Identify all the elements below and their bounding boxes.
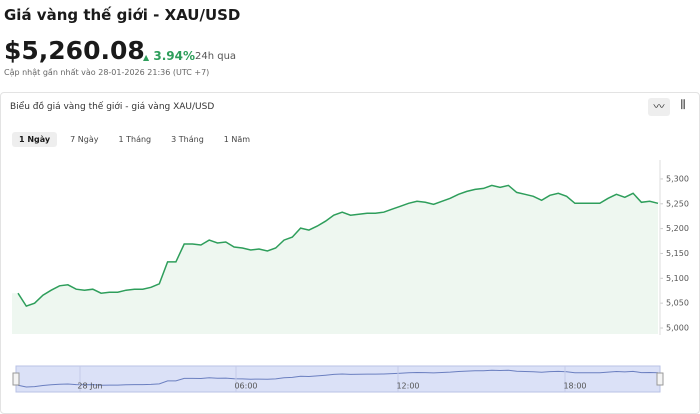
navigator-label: 12:00 (396, 382, 419, 391)
navigator-label: 18:00 (563, 382, 586, 391)
y-tick-label: 5,100 (666, 274, 689, 283)
y-tick-label: 5,200 (666, 224, 689, 233)
tab[interactable]: 1 Năm (223, 135, 251, 144)
price-line (17, 184, 659, 308)
candle-icon[interactable]: ⫼ (680, 98, 686, 111)
updated: Cập nhật gần nhất vào 28-01-2026 21:36 (… (4, 68, 210, 77)
page: Giá vàng thế giới - XAU/USD $5,260.08 ▲ … (0, 6, 700, 414)
change-value: 3.94% (153, 49, 195, 63)
tab[interactable]: 3 Tháng (171, 135, 204, 144)
tab[interactable]: 7 Ngày (70, 135, 99, 144)
area (12, 185, 658, 334)
y-tick-label: 5,300 (666, 174, 689, 183)
tab[interactable]: 1 Tháng (118, 135, 152, 144)
y-tick-label: 5,000 (666, 324, 689, 333)
navigator (15, 365, 661, 393)
y-tick-label: 5,150 (666, 249, 689, 258)
chart: 5,000 5,050 5,100 5,150 5,200 5,250 5,300 28 Ju… (12, 160, 689, 393)
navigator-line (17, 369, 659, 388)
card-title: Biểu đồ giá vàng thế giới - giá vàng XAU… (10, 102, 215, 112)
page-title: Giá vàng thế giới - XAU/USD (4, 6, 241, 24)
line-icon[interactable]: 〰 (648, 98, 670, 116)
navigator-handle[interactable] (12, 372, 20, 386)
change: ▲ 3.94% (143, 49, 195, 63)
y-tick-label: 5,050 (666, 299, 689, 308)
navigator-label: 06:00 (234, 382, 257, 391)
tab[interactable]: 1 Ngày (12, 132, 58, 147)
price: $5,260.08 (4, 36, 145, 65)
y-tick-label: 5,250 (666, 199, 689, 208)
change-period: 24h qua (195, 51, 237, 62)
navigator-label: 28 Jun (77, 382, 102, 391)
tabs: 1 Ngày 7 Ngày 1 Tháng 3 Tháng 1 Năm (12, 132, 257, 147)
navigator-handle[interactable] (656, 372, 664, 386)
